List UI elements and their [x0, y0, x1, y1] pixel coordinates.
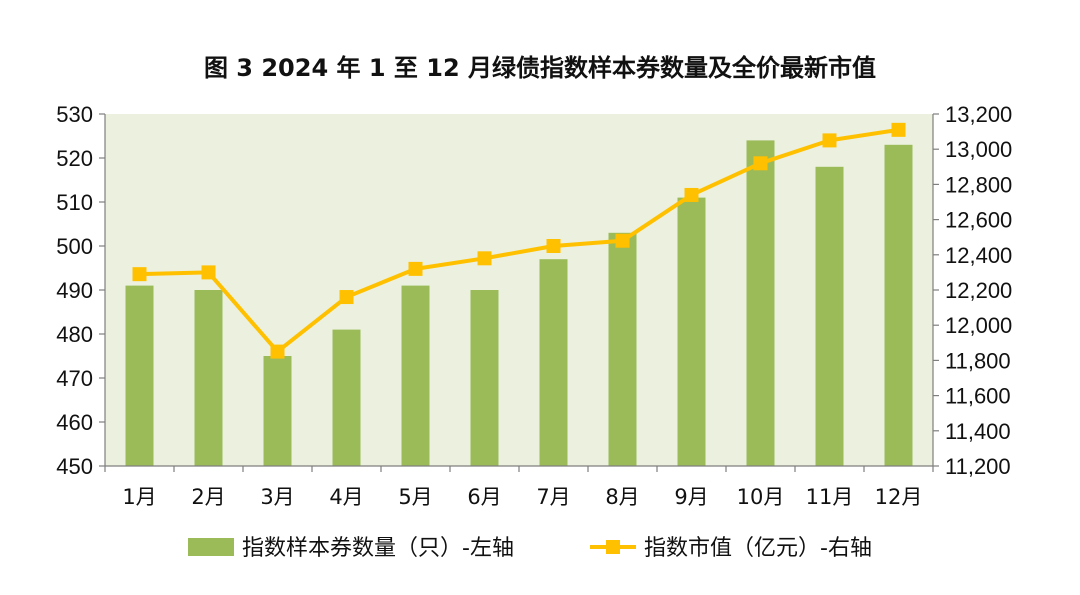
line-point-8 — [615, 233, 630, 248]
x-tick-label: 8月 — [605, 485, 639, 509]
left-axis-ticks: 530 520 510 500 490 480 470 460 450 — [56, 102, 105, 479]
right-axis-ticks: 13,200 13,000 12,800 12,600 12,400 12,200 12,0… — [933, 102, 1012, 479]
right-tick-label: 12,200 — [945, 278, 1012, 303]
left-tick-label: 490 — [56, 278, 93, 303]
line-point-2 — [201, 265, 216, 280]
line-series — [132, 122, 906, 359]
legend-line-label: 指数市值（亿元）-右轴 — [644, 536, 872, 561]
right-tick-label: 13,200 — [945, 102, 1012, 127]
plot-area — [105, 114, 933, 466]
bar-10 — [746, 140, 775, 466]
left-tick-label: 500 — [56, 234, 93, 259]
left-tick-label: 470 — [56, 366, 93, 391]
x-tick-label: 3月 — [260, 485, 294, 509]
bar-12 — [884, 144, 913, 467]
line-point-12 — [891, 122, 906, 137]
line-point-1 — [132, 267, 147, 282]
right-tick-label: 12,400 — [945, 243, 1012, 268]
right-tick-label: 11,200 — [945, 454, 1011, 479]
line-point-9 — [684, 187, 699, 202]
left-tick-label: 510 — [56, 190, 93, 215]
line-point-4 — [339, 290, 354, 305]
line-point-7 — [546, 239, 561, 253]
right-tick-label: 12,000 — [945, 313, 1012, 338]
left-tick-label: 480 — [56, 322, 93, 347]
x-tick-label: 11月 — [806, 485, 854, 509]
left-tick-label: 460 — [56, 410, 93, 435]
line-point-6 — [477, 251, 492, 266]
x-tick-label: 1月 — [122, 485, 156, 509]
chart-title: 图 3 2024 年 1 至 12 月绿债指数样本券数量及全价最新市值 — [204, 54, 876, 82]
x-tick-label: 7月 — [536, 485, 570, 509]
bar-1 — [125, 285, 154, 466]
line-point-11 — [822, 133, 837, 148]
bar-7 — [539, 259, 568, 466]
line-point-10 — [753, 156, 768, 171]
left-tick-label: 530 — [56, 102, 93, 127]
right-tick-label: 11,800 — [945, 348, 1011, 373]
line-path — [139, 127, 899, 354]
bar-9 — [677, 197, 706, 466]
right-tick-label: 11,600 — [945, 384, 1011, 409]
legend-bar-swatch — [188, 538, 234, 556]
right-tick-label: 11,400 — [945, 419, 1011, 444]
right-tick-label: 13,000 — [945, 137, 1012, 162]
legend: 指数样本券数量（只）-左轴 指数市值（亿元）-右轴 — [188, 536, 872, 561]
x-tick-label: 10月 — [737, 485, 785, 509]
bar-6 — [470, 290, 499, 466]
bar-11 — [815, 166, 844, 467]
legend-bar-label: 指数样本券数量（只）-左轴 — [242, 536, 514, 561]
x-axis-ticks: 1月 2月 3月 4月 5月 6月 7月 8月 9月 10月 11月 12月 — [104, 466, 934, 509]
bar-series — [125, 140, 913, 467]
bar-5 — [401, 285, 430, 466]
x-tick-label: 4月 — [329, 485, 363, 509]
x-tick-label: 2月 — [191, 485, 225, 509]
x-tick-label: 6月 — [467, 485, 501, 509]
bar-4 — [332, 329, 361, 466]
legend-line-marker — [606, 540, 620, 554]
left-tick-label: 450 — [56, 454, 93, 479]
bar-3 — [263, 356, 292, 466]
right-tick-label: 12,600 — [945, 208, 1012, 233]
x-tick-label: 12月 — [875, 485, 923, 509]
x-tick-label: 5月 — [398, 485, 432, 509]
bar-8 — [608, 232, 637, 466]
x-tick-label: 9月 — [674, 485, 708, 509]
right-tick-label: 12,800 — [945, 172, 1012, 197]
left-tick-label: 520 — [56, 146, 93, 171]
line-point-3 — [270, 344, 285, 359]
bar-2 — [194, 290, 223, 466]
line-point-5 — [408, 261, 423, 276]
